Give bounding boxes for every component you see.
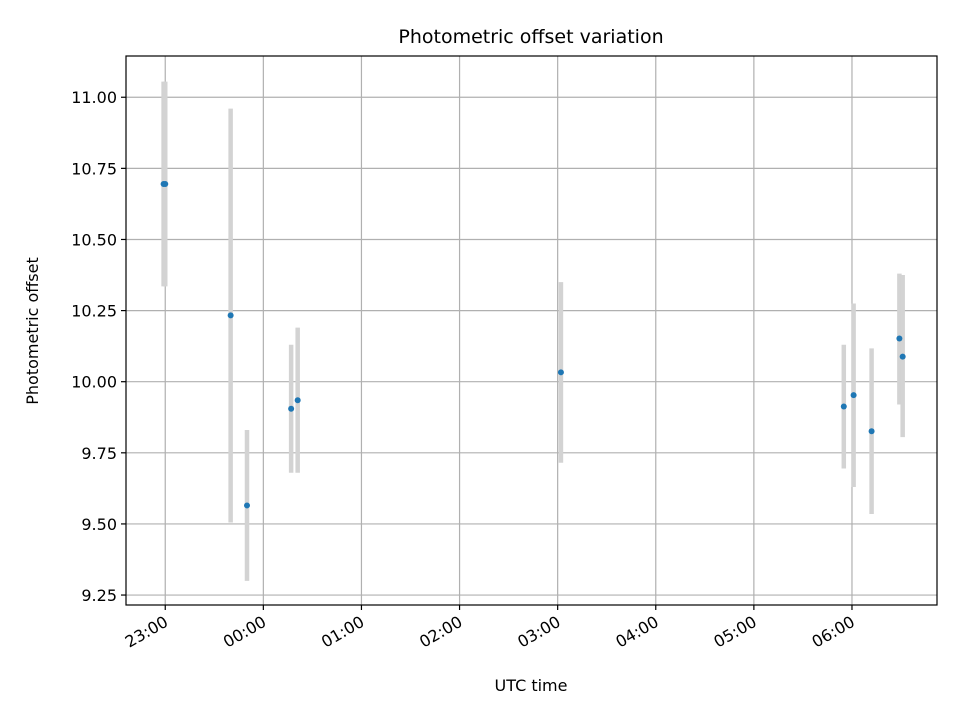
y-tick-label: 9.50 [81, 515, 117, 534]
y-tick-label: 10.25 [71, 302, 117, 321]
x-tick-label: 05:00 [710, 612, 759, 652]
y-tick-label: 10.50 [71, 230, 117, 249]
y-tick-label: 10.75 [71, 159, 117, 178]
x-tick-label: 02:00 [416, 612, 465, 652]
y-tick-label: 9.25 [81, 586, 117, 605]
y-axis-label: Photometric offset [23, 257, 42, 405]
y-tick-label: 9.75 [81, 444, 117, 463]
x-tick-label: 01:00 [318, 612, 367, 652]
x-axis: 23:00 00:00 01:00 02:00 03:00 04:00 05:00 06:00 [122, 605, 858, 652]
data-point [899, 353, 906, 360]
grid [126, 56, 937, 605]
x-tick-label: 04:00 [612, 612, 661, 652]
data-point [162, 181, 169, 188]
data-point [850, 392, 857, 399]
y-axis: 9.25 9.50 9.75 10.00 10.25 10.50 10.75 11.00 [71, 88, 126, 605]
x-tick-label: 06:00 [809, 612, 858, 652]
data-point [227, 312, 234, 319]
error-bars [161, 81, 905, 581]
chart-title: Photometric offset variation [398, 26, 663, 48]
data-point [557, 369, 564, 376]
data-point [868, 428, 875, 435]
data-point [243, 502, 250, 509]
x-tick-label: 00:00 [220, 612, 269, 652]
data-points [160, 181, 906, 509]
x-tick-label: 03:00 [514, 612, 563, 652]
x-tick-label: 23:00 [122, 612, 171, 652]
data-point [288, 405, 295, 412]
data-point [294, 397, 301, 404]
plot-frame [125, 55, 938, 606]
y-tick-label: 11.00 [71, 88, 117, 107]
data-point [840, 403, 847, 410]
y-tick-label: 10.00 [71, 373, 117, 392]
x-axis-label: UTC time [495, 676, 568, 695]
data-point [896, 335, 903, 342]
